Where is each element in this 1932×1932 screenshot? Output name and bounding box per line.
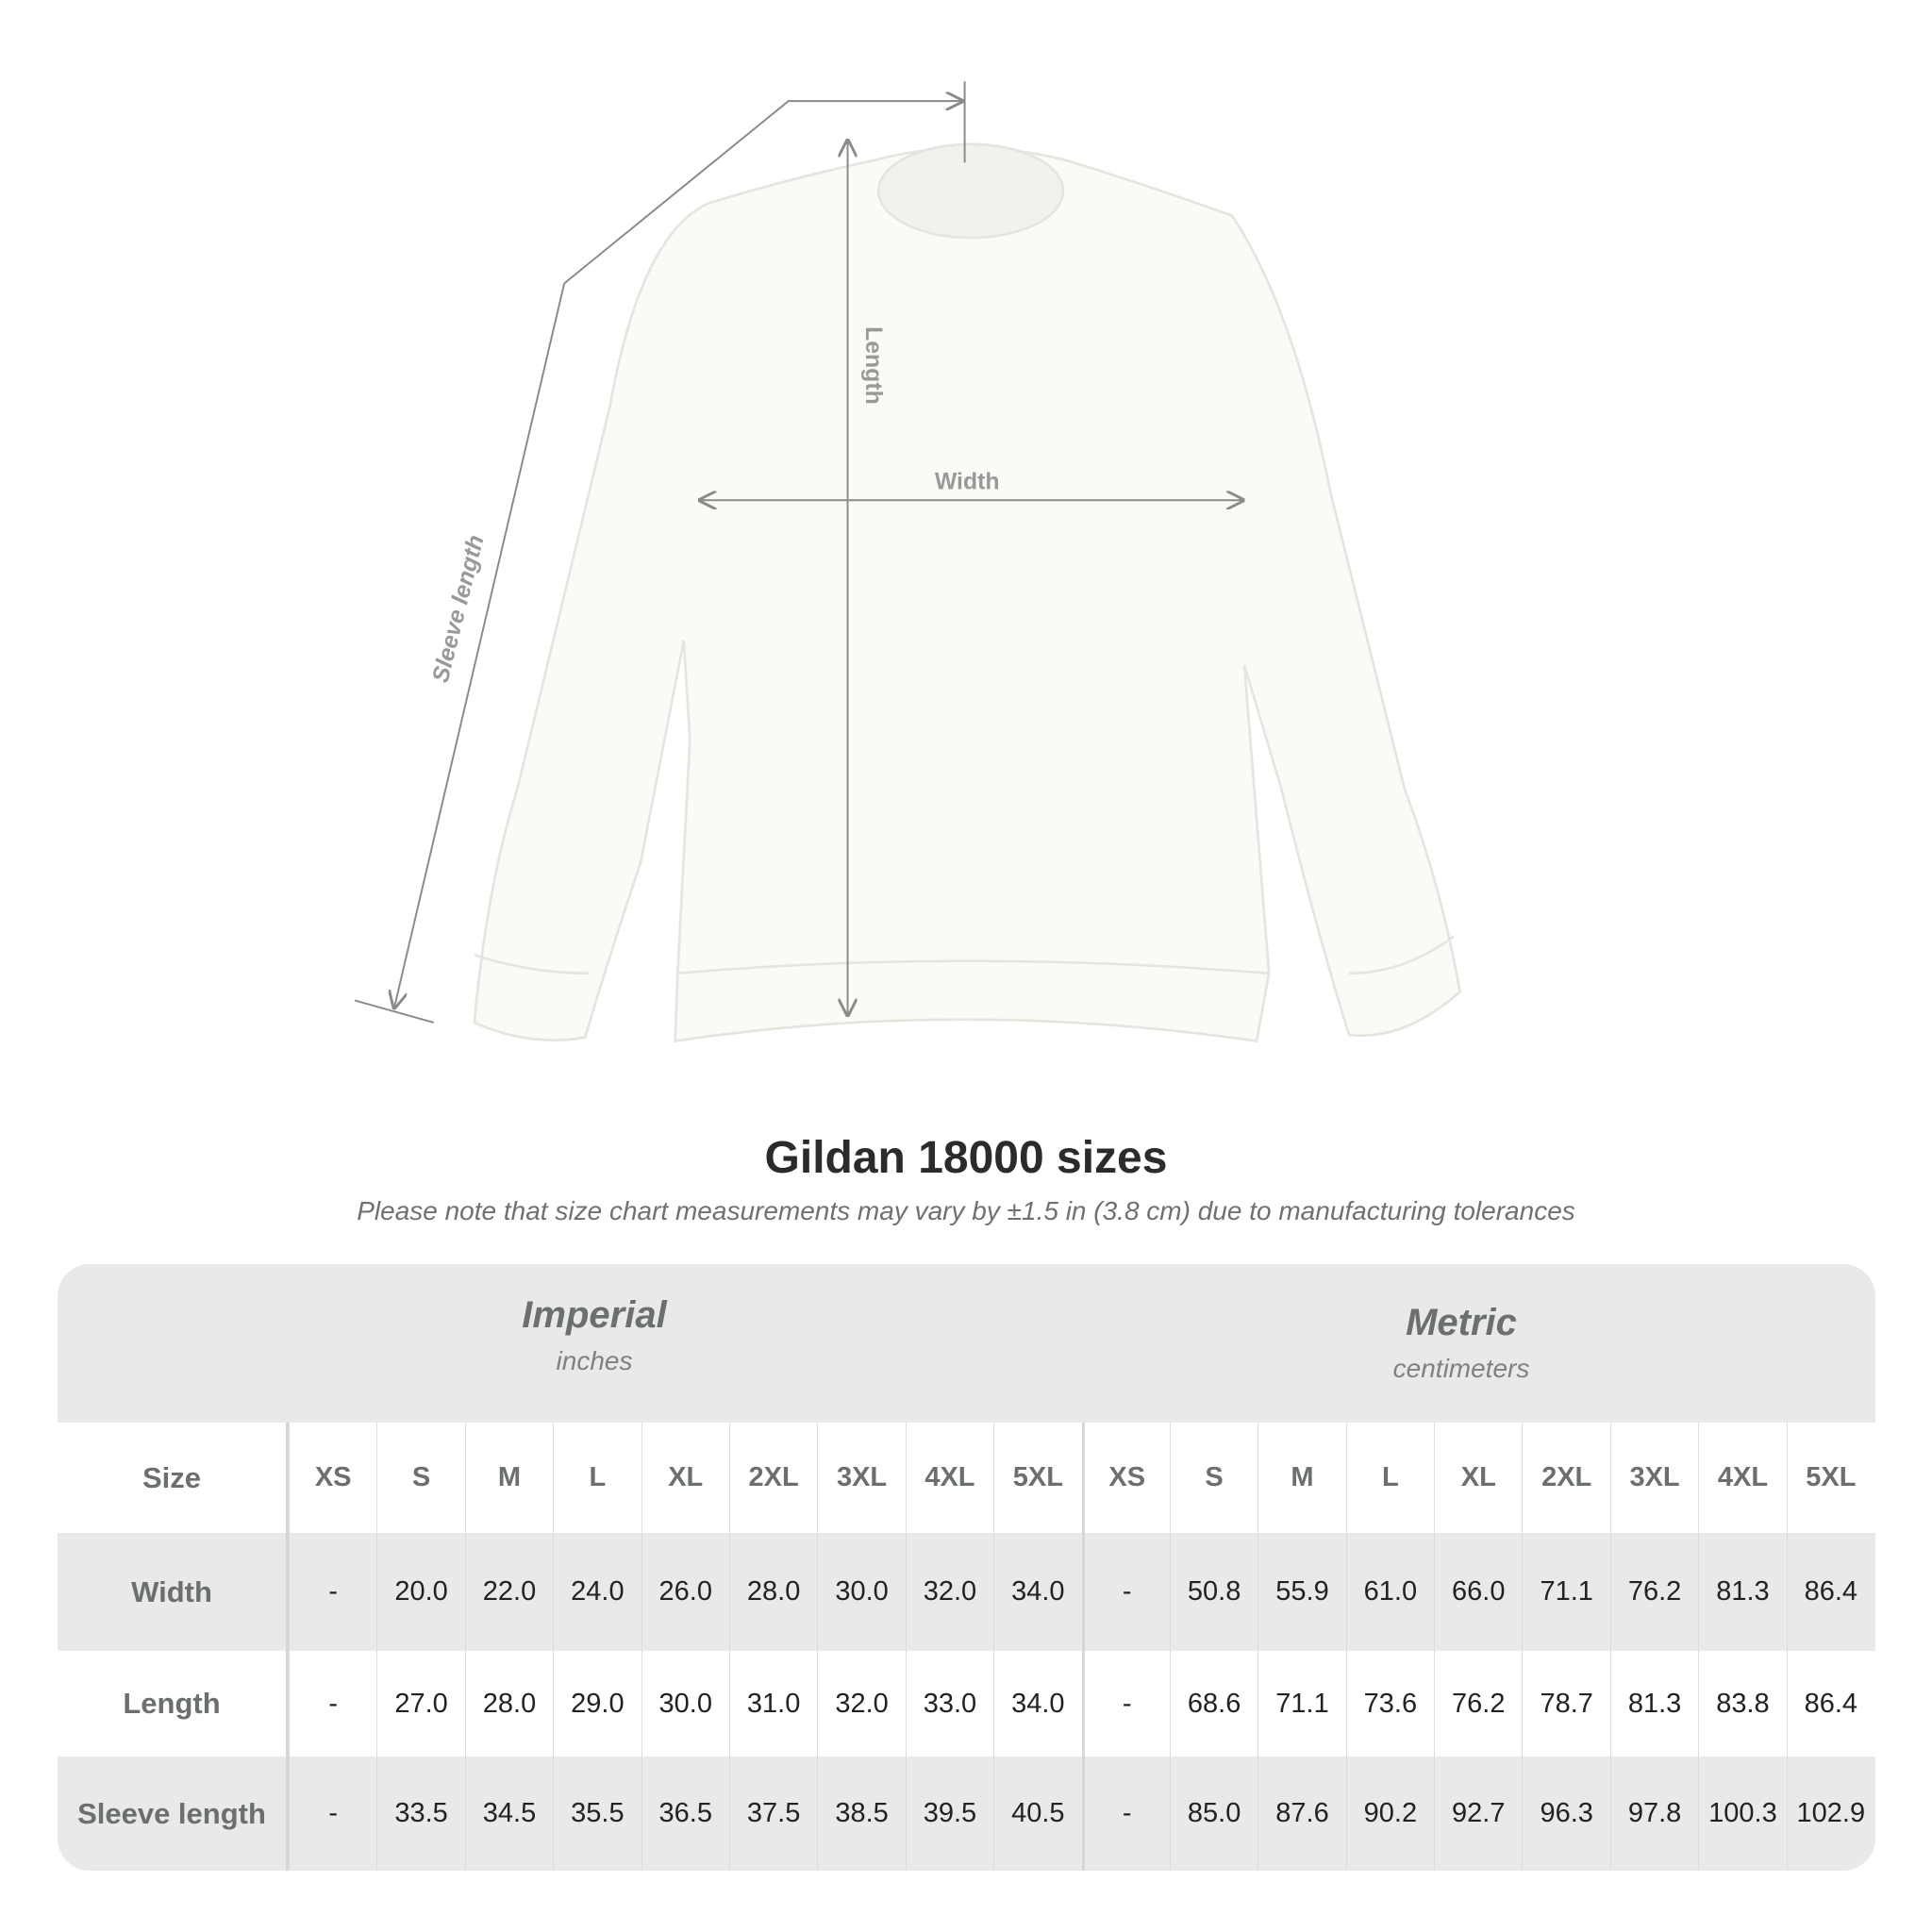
imperial-value-cell: 28.0 — [728, 1533, 817, 1651]
imperial-value-cell: 33.5 — [376, 1757, 464, 1871]
imperial-value-cell: 32.0 — [905, 1533, 993, 1651]
metric-value-cell: 76.2 — [1434, 1651, 1522, 1757]
imperial-value-cell: 34.0 — [993, 1533, 1081, 1651]
metric-size-header: XS — [1081, 1423, 1170, 1533]
metric-value-cell: 81.3 — [1609, 1651, 1698, 1757]
imperial-value-cell: 22.0 — [464, 1533, 553, 1651]
metric-unit: centimeters — [1392, 1354, 1530, 1383]
imperial-value-cell: 20.0 — [376, 1533, 464, 1651]
imperial-size-header: L — [553, 1423, 641, 1533]
metric-size-header: 5XL — [1786, 1423, 1874, 1533]
metric-value-cell: 81.3 — [1698, 1533, 1786, 1651]
imperial-value-cell: 39.5 — [905, 1757, 993, 1871]
imperial-value-cell: 26.0 — [641, 1533, 729, 1651]
width-label: Width — [935, 469, 1000, 494]
imperial-value-cell: - — [289, 1757, 376, 1871]
metric-value-cell: 76.2 — [1609, 1533, 1698, 1651]
sleeve-length-label: Sleeve length — [428, 533, 490, 686]
table-header-band — [58, 1264, 1875, 1423]
imperial-header: Imperial inches — [311, 1294, 877, 1376]
metric-value-cell: 66.0 — [1434, 1533, 1522, 1651]
metric-value-cell: - — [1081, 1651, 1170, 1757]
imperial-value-cell: 30.0 — [817, 1533, 905, 1651]
metric-size-header: S — [1169, 1423, 1257, 1533]
metric-size-header: 2XL — [1522, 1423, 1609, 1533]
imperial-value-cell: 31.0 — [728, 1651, 817, 1757]
imperial-value-cell: 28.0 — [464, 1651, 553, 1757]
imperial-value-cell: 36.5 — [641, 1757, 729, 1871]
metric-title: Metric — [1406, 1302, 1517, 1343]
metric-value-cell: 71.1 — [1257, 1651, 1345, 1757]
metric-value-cell: - — [1081, 1757, 1170, 1871]
row-label: Sleeve length — [58, 1757, 289, 1871]
imperial-value-cell: 38.5 — [817, 1757, 905, 1871]
metric-value-cell: 85.0 — [1169, 1757, 1257, 1871]
imperial-size-header: 2XL — [728, 1423, 817, 1533]
metric-size-header: XL — [1434, 1423, 1522, 1533]
row-label: Width — [58, 1533, 289, 1651]
imperial-value-cell: 40.5 — [993, 1757, 1081, 1871]
metric-value-cell: 92.7 — [1434, 1757, 1522, 1871]
imperial-value-cell: 37.5 — [728, 1757, 817, 1871]
metric-header: Metric centimeters — [1178, 1302, 1744, 1384]
sweatshirt-diagram: Length Width Sleeve length — [354, 81, 1462, 1043]
metric-value-cell: 87.6 — [1257, 1757, 1345, 1871]
metric-size-header: 3XL — [1609, 1423, 1698, 1533]
imperial-value-cell: 29.0 — [553, 1651, 641, 1757]
imperial-size-header: 5XL — [993, 1423, 1081, 1533]
imperial-unit: inches — [556, 1346, 633, 1375]
metric-value-cell: 68.6 — [1169, 1651, 1257, 1757]
metric-value-cell: 50.8 — [1169, 1533, 1257, 1651]
metric-value-cell: 55.9 — [1257, 1533, 1345, 1651]
tolerance-note: Please note that size chart measurements… — [357, 1196, 1575, 1225]
imperial-value-cell: - — [289, 1651, 376, 1757]
imperial-size-header: XS — [289, 1423, 376, 1533]
metric-value-cell: 71.1 — [1522, 1533, 1609, 1651]
metric-value-cell: 86.4 — [1786, 1651, 1874, 1757]
imperial-size-header: M — [464, 1423, 553, 1533]
metric-value-cell: 73.6 — [1345, 1651, 1434, 1757]
metric-value-cell: 97.8 — [1609, 1757, 1698, 1871]
imperial-value-cell: 32.0 — [817, 1651, 905, 1757]
length-label: Length — [860, 326, 886, 405]
sweatshirt-image — [473, 142, 1462, 1043]
metric-value-cell: 61.0 — [1345, 1533, 1434, 1651]
imperial-size-header: 3XL — [817, 1423, 905, 1533]
imperial-value-cell: - — [289, 1533, 376, 1651]
imperial-size-header: XL — [641, 1423, 729, 1533]
imperial-value-cell: 33.0 — [905, 1651, 993, 1757]
metric-value-cell: 83.8 — [1698, 1651, 1786, 1757]
imperial-value-cell: 35.5 — [553, 1757, 641, 1871]
metric-value-cell: 96.3 — [1522, 1757, 1609, 1871]
imperial-value-cell: 30.0 — [641, 1651, 729, 1757]
metric-value-cell: 100.3 — [1698, 1757, 1786, 1871]
imperial-value-cell: 34.5 — [464, 1757, 553, 1871]
size-table: Imperial inches Metric centimeters Size X… — [58, 1264, 1875, 1871]
page-title: Gildan 18000 sizes — [764, 1133, 1168, 1183]
row-label: Size — [58, 1423, 289, 1533]
metric-size-header: L — [1345, 1423, 1434, 1533]
table-row: Length -27.0 28.0 29.0 30.0 31.0 32.0 33.0 34.0-… — [58, 1651, 1875, 1757]
metric-value-cell: 78.7 — [1522, 1651, 1609, 1757]
imperial-value-cell: 34.0 — [993, 1651, 1081, 1757]
metric-size-header: 4XL — [1698, 1423, 1786, 1533]
imperial-value-cell: 27.0 — [376, 1651, 464, 1757]
imperial-size-header: S — [376, 1423, 464, 1533]
metric-value-cell: 86.4 — [1786, 1533, 1874, 1651]
table-row: Width -20.0 22.0 24.0 26.0 28.0 30.0 32.0 34.0-5… — [58, 1533, 1875, 1651]
imperial-size-header: 4XL — [905, 1423, 993, 1533]
imperial-title: Imperial — [522, 1294, 667, 1336]
imperial-value-cell: 24.0 — [553, 1533, 641, 1651]
row-label: Length — [58, 1651, 289, 1757]
metric-value-cell: 90.2 — [1345, 1757, 1434, 1871]
table-row: Sleeve length -33.5 34.5 35.5 36.5 37.5 38.5 39… — [58, 1757, 1875, 1871]
metric-value-cell: - — [1081, 1533, 1170, 1651]
size-header-row: Size XS S M L XL 2XL 3XL 4XL 5XL XS S M L XL 2XL 3XL 4XL 5… — [58, 1423, 1875, 1533]
metric-size-header: M — [1257, 1423, 1345, 1533]
metric-value-cell: 102.9 — [1786, 1757, 1874, 1871]
sleeve-length-arrow — [394, 101, 962, 1008]
